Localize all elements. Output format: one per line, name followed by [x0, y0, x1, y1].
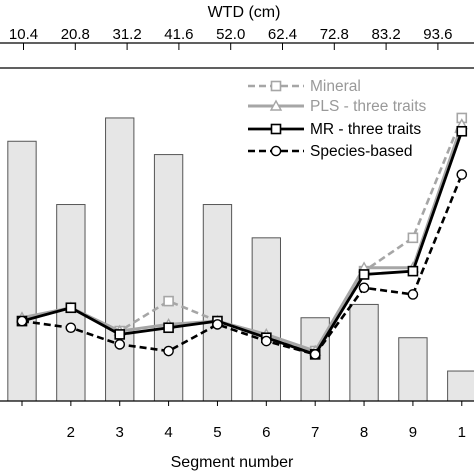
- series-point-mr-three-traits-10: [456, 125, 468, 137]
- legend-marker: [269, 99, 283, 111]
- top-tick-label: 10.4: [9, 26, 38, 43]
- top-tick-label: 83.2: [371, 26, 400, 43]
- series-species-based: [16, 169, 468, 360]
- legend-marker: [270, 80, 282, 92]
- series-point-species-based-7: [309, 349, 321, 360]
- top-tick-label: 62.4: [268, 26, 297, 43]
- legend-label: Species-based: [310, 143, 413, 160]
- top-tick-label: 41.6: [164, 26, 193, 43]
- top-tick-label: 31.2: [112, 26, 141, 43]
- series-point-mineral-4: [163, 295, 174, 307]
- series-point-mr-three-traits-4: [163, 322, 174, 334]
- legend-marker: [270, 145, 282, 157]
- series-point-species-based-8: [358, 282, 370, 294]
- legend-label: PLS - three traits: [310, 98, 427, 115]
- series-point-mr-three-traits-8: [358, 269, 370, 280]
- series-point-species-based-2: [65, 322, 77, 334]
- series-point-species-based-3: [114, 339, 126, 350]
- bottom-tick-label: 1: [458, 424, 466, 441]
- bottom-tick-label: 5: [213, 424, 221, 441]
- bottom-tick-label: 4: [164, 424, 172, 441]
- top-tick-label: 93.6: [423, 26, 452, 43]
- bar-segment-10: [447, 370, 474, 402]
- top-ticks: 10.4 20.8 31.2 41.6 52.0 62.4 72.8 83.2 93.6: [9, 26, 453, 50]
- bottom-tick-label: 6: [262, 424, 270, 441]
- legend-item-mr-three-traits: MR - three traits: [248, 121, 421, 138]
- bars-layer: [7, 117, 474, 402]
- bar-segment-9: [398, 337, 428, 402]
- series-point-mr-three-traits-9: [407, 265, 419, 277]
- series-point-mr-three-traits-3: [114, 329, 126, 340]
- bar-segment-6: [251, 237, 281, 402]
- legend-label: MR - three traits: [310, 121, 421, 138]
- top-tick-label: 52.0: [216, 26, 245, 43]
- series-point-species-based-9: [407, 289, 419, 300]
- bottom-axis-title: Segment number: [171, 454, 294, 471]
- bottom-tick-label: 3: [116, 424, 124, 441]
- bottom-tick-label: 7: [311, 424, 319, 441]
- series-point-mineral-9: [407, 232, 419, 244]
- series-layer: [15, 112, 468, 360]
- bottom-tick-label: 9: [409, 424, 417, 441]
- top-axis-title: WTD (cm): [208, 4, 281, 21]
- bar-segment-1: [7, 140, 37, 402]
- series-point-species-based-10: [456, 169, 468, 180]
- top-tick-label: 20.8: [61, 26, 90, 43]
- series-point-species-based-1: [16, 315, 28, 327]
- series-point-mr-three-traits-2: [65, 302, 77, 314]
- bar-segment-3: [105, 117, 135, 402]
- legend: Mineral PLS - three traits MR - three trai…: [248, 78, 427, 160]
- series-line-species-based: [21, 174, 463, 356]
- bottom-ticks: 2 3 4 5 6 7 8 9 1: [21, 401, 466, 441]
- legend-item-species-based: Species-based: [248, 143, 413, 160]
- bar-segment-5: [202, 204, 233, 402]
- series-line-mr-three-traits: [21, 130, 464, 357]
- top-tick-label: 72.8: [320, 26, 349, 43]
- series-point-species-based-5: [212, 319, 223, 330]
- series-line-pls-three-traits: [21, 124, 464, 353]
- bar-segment-8: [349, 303, 379, 402]
- legend-item-mineral: Mineral: [248, 78, 361, 95]
- bottom-tick-label: 8: [360, 424, 368, 441]
- series-point-species-based-4: [163, 345, 174, 357]
- bar-segment-4: [153, 154, 184, 402]
- series-point-species-based-6: [261, 335, 272, 347]
- bottom-tick-label: 2: [67, 424, 75, 441]
- legend-item-pls-three-traits: PLS - three traits: [248, 98, 427, 115]
- axes-layer: WTD (cm) Segment number 10.4 20.8 31.2 41.6…: [0, 4, 474, 471]
- legend-marker: [270, 123, 282, 135]
- legend-label: Mineral: [310, 78, 361, 95]
